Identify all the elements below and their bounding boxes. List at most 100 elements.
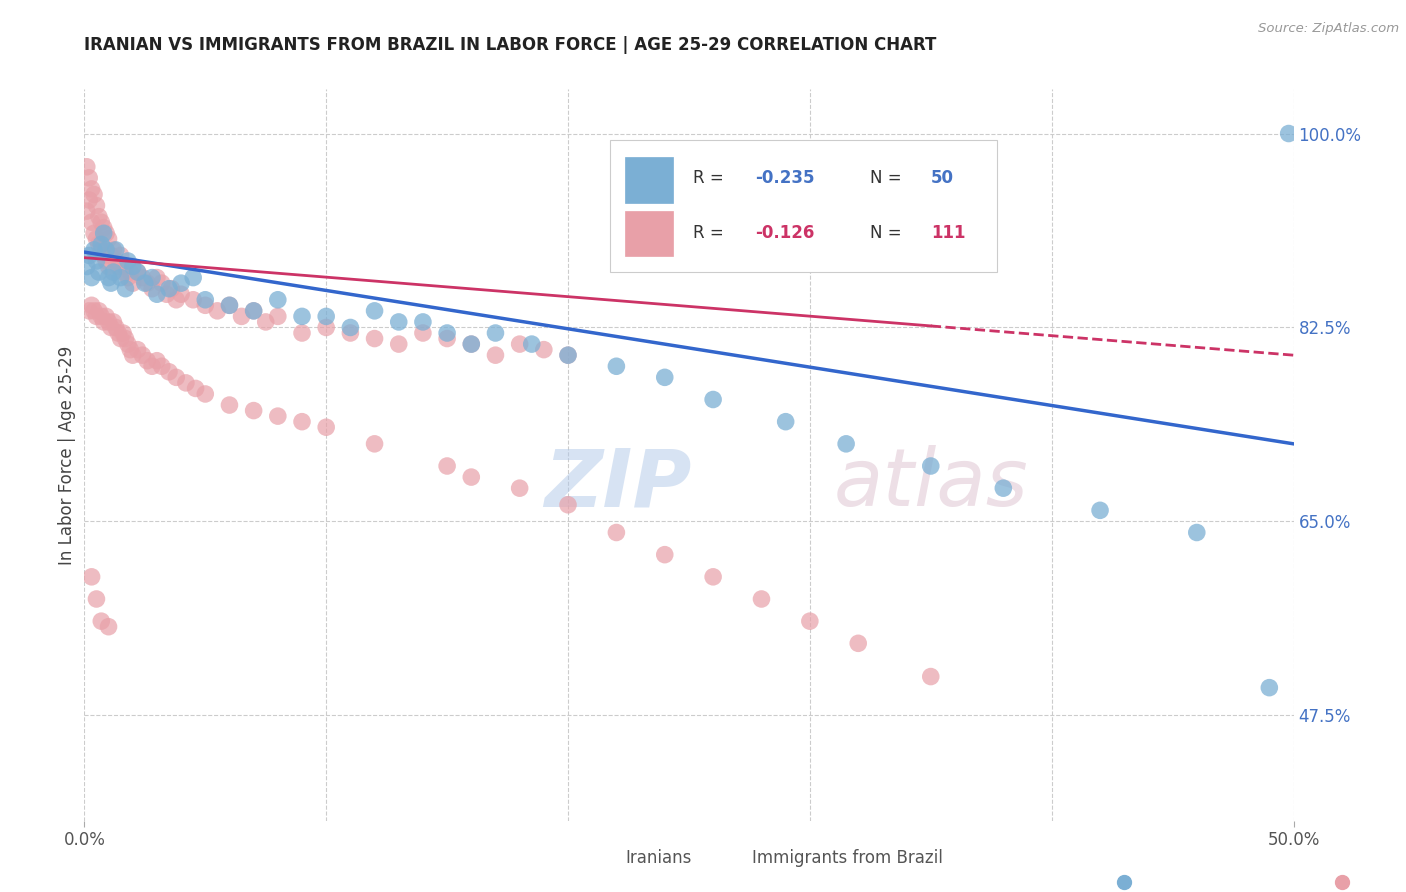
Point <box>86 232 108 246</box>
Text: IRANIAN VS IMMIGRANTS FROM BRAZIL IN LABOR FORCE | AGE 25-29 CORRELATION CHART: IRANIAN VS IMMIGRANTS FROM BRAZIL IN LAB… <box>84 36 936 54</box>
Point <box>460 337 482 351</box>
Point <box>557 348 579 362</box>
FancyBboxPatch shape <box>610 140 997 272</box>
Point <box>94 254 117 268</box>
Y-axis label: In Labor Force | Age 25-29: In Labor Force | Age 25-29 <box>58 345 76 565</box>
Point <box>165 370 187 384</box>
Point <box>100 248 122 262</box>
Point <box>94 243 117 257</box>
Point <box>110 248 132 262</box>
Point <box>339 326 361 340</box>
Point <box>170 276 193 290</box>
Point <box>218 398 240 412</box>
Point <box>242 303 264 318</box>
Point <box>127 265 149 279</box>
Point <box>83 187 105 202</box>
Point <box>87 237 110 252</box>
Point <box>1278 127 1301 141</box>
Text: -0.126: -0.126 <box>755 224 815 243</box>
Point <box>94 310 117 324</box>
Point <box>104 254 127 268</box>
Point <box>86 198 108 212</box>
Point <box>291 415 314 429</box>
Point <box>846 636 869 650</box>
Point <box>267 293 290 307</box>
Point <box>170 287 193 301</box>
Point <box>412 315 434 329</box>
Point <box>104 243 127 257</box>
Point <box>267 409 290 424</box>
Point <box>80 298 103 312</box>
Point <box>97 260 120 274</box>
Point <box>76 204 98 219</box>
Text: ZIP: ZIP <box>544 445 692 524</box>
Point <box>218 298 240 312</box>
Point <box>799 614 821 628</box>
Point <box>77 248 100 262</box>
Point <box>107 326 129 340</box>
Point <box>90 243 112 257</box>
Point <box>134 276 156 290</box>
Point <box>509 337 531 351</box>
Text: R =: R = <box>693 224 728 243</box>
Point <box>254 315 277 329</box>
Point <box>218 298 240 312</box>
Point <box>146 287 169 301</box>
Point <box>127 265 149 279</box>
Point <box>77 193 100 207</box>
Point <box>702 392 724 407</box>
Point <box>181 293 204 307</box>
Point <box>80 182 103 196</box>
Point <box>436 332 458 346</box>
Point <box>605 525 627 540</box>
Point <box>242 303 264 318</box>
Point <box>97 315 120 329</box>
Point <box>90 215 112 229</box>
Point <box>194 293 217 307</box>
Point <box>93 315 115 329</box>
Point <box>157 282 180 296</box>
Point <box>165 293 187 307</box>
Text: N =: N = <box>870 224 907 243</box>
Point <box>436 326 458 340</box>
Point <box>363 303 385 318</box>
Point <box>557 348 579 362</box>
Point <box>460 337 482 351</box>
Point <box>114 332 136 346</box>
Point <box>141 270 163 285</box>
Point <box>120 265 142 279</box>
Point <box>141 282 163 296</box>
Point <box>80 570 103 584</box>
Point <box>920 669 942 683</box>
Text: Iranians: Iranians <box>626 849 692 867</box>
Point <box>76 260 98 274</box>
Point <box>181 270 204 285</box>
Point <box>117 337 139 351</box>
Point <box>460 470 482 484</box>
Point <box>86 254 108 268</box>
Point <box>107 260 129 274</box>
Point <box>90 310 112 324</box>
Point <box>90 614 112 628</box>
Point <box>103 265 125 279</box>
Point <box>146 353 169 368</box>
Point <box>315 310 337 324</box>
Point <box>76 160 98 174</box>
Point <box>80 270 103 285</box>
Point <box>87 265 110 279</box>
Point <box>363 332 385 346</box>
Text: R =: R = <box>693 169 728 187</box>
Point <box>150 276 173 290</box>
Point <box>412 326 434 340</box>
Point <box>363 437 385 451</box>
Point <box>920 458 942 473</box>
Point <box>83 243 105 257</box>
Point <box>121 260 143 274</box>
Point <box>136 276 159 290</box>
Point <box>97 270 120 285</box>
Point <box>87 210 110 224</box>
Point <box>339 320 361 334</box>
Point <box>94 227 117 241</box>
Point <box>231 310 253 324</box>
Point <box>131 270 153 285</box>
